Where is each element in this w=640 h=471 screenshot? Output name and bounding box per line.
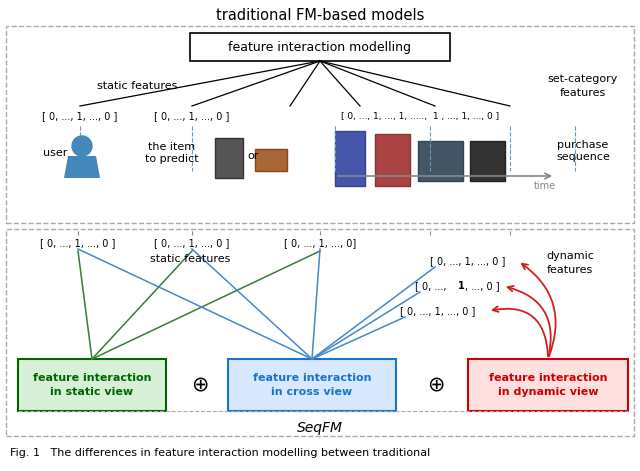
Text: set-category
features: set-category features xyxy=(548,74,618,97)
Text: [ 0, ..., 1, ..., 1, .....,  1 , ..., 1, ..., 0 ]: [ 0, ..., 1, ..., 1, ....., 1 , ..., 1, … xyxy=(341,112,499,121)
Text: Fig. 1   The differences in feature interaction modelling between traditional: Fig. 1 The differences in feature intera… xyxy=(10,448,430,458)
Bar xyxy=(228,359,396,411)
Text: time: time xyxy=(534,181,556,191)
Bar xyxy=(6,229,634,436)
Text: the item
to predict: the item to predict xyxy=(145,142,199,164)
Bar xyxy=(18,359,166,411)
Text: feature interaction modelling: feature interaction modelling xyxy=(228,41,412,54)
Bar xyxy=(375,134,410,186)
Text: feature interaction
in cross view: feature interaction in cross view xyxy=(253,374,371,397)
Text: purchase
sequence: purchase sequence xyxy=(556,140,610,162)
Text: , ..., 0 ]: , ..., 0 ] xyxy=(465,281,500,291)
Text: [ 0, ..., 1, ..., 0 ]: [ 0, ..., 1, ..., 0 ] xyxy=(154,111,230,121)
Bar xyxy=(470,141,505,181)
Bar xyxy=(255,149,287,171)
Text: static features: static features xyxy=(97,81,177,91)
Text: feature interaction
in static view: feature interaction in static view xyxy=(33,374,151,397)
Text: or: or xyxy=(247,151,259,161)
Text: $\oplus$: $\oplus$ xyxy=(191,375,209,395)
Text: [ 0, ..., 1, ..., 0 ]: [ 0, ..., 1, ..., 0 ] xyxy=(40,238,116,248)
Text: dynamic
features: dynamic features xyxy=(546,252,594,275)
Bar xyxy=(418,141,463,181)
Text: 1: 1 xyxy=(458,281,465,291)
Text: SeqFM: SeqFM xyxy=(297,421,343,435)
Circle shape xyxy=(72,136,92,156)
Bar xyxy=(190,33,450,61)
Bar xyxy=(468,359,628,411)
Text: [ 0, ..., 1, ..., 0 ]: [ 0, ..., 1, ..., 0 ] xyxy=(430,256,506,266)
Bar xyxy=(335,131,365,186)
Bar xyxy=(6,26,634,223)
Text: [ 0, ..., 1, ..., 0]: [ 0, ..., 1, ..., 0] xyxy=(284,238,356,248)
Text: $\oplus$: $\oplus$ xyxy=(428,375,445,395)
Text: [ 0, ..., 1, ..., 0 ]: [ 0, ..., 1, ..., 0 ] xyxy=(42,111,118,121)
Text: user: user xyxy=(43,148,67,158)
Text: traditional FM-based models: traditional FM-based models xyxy=(216,8,424,23)
Polygon shape xyxy=(64,156,100,178)
Text: feature interaction
in dynamic view: feature interaction in dynamic view xyxy=(489,374,607,397)
Text: static features: static features xyxy=(150,254,230,264)
Text: [ 0, ...,: [ 0, ..., xyxy=(415,281,450,291)
Text: [ 0, ..., 1, ..., 0 ]: [ 0, ..., 1, ..., 0 ] xyxy=(154,238,230,248)
Text: [ 0, ..., 1, ..., 0 ]: [ 0, ..., 1, ..., 0 ] xyxy=(400,306,476,316)
Bar xyxy=(215,138,243,178)
